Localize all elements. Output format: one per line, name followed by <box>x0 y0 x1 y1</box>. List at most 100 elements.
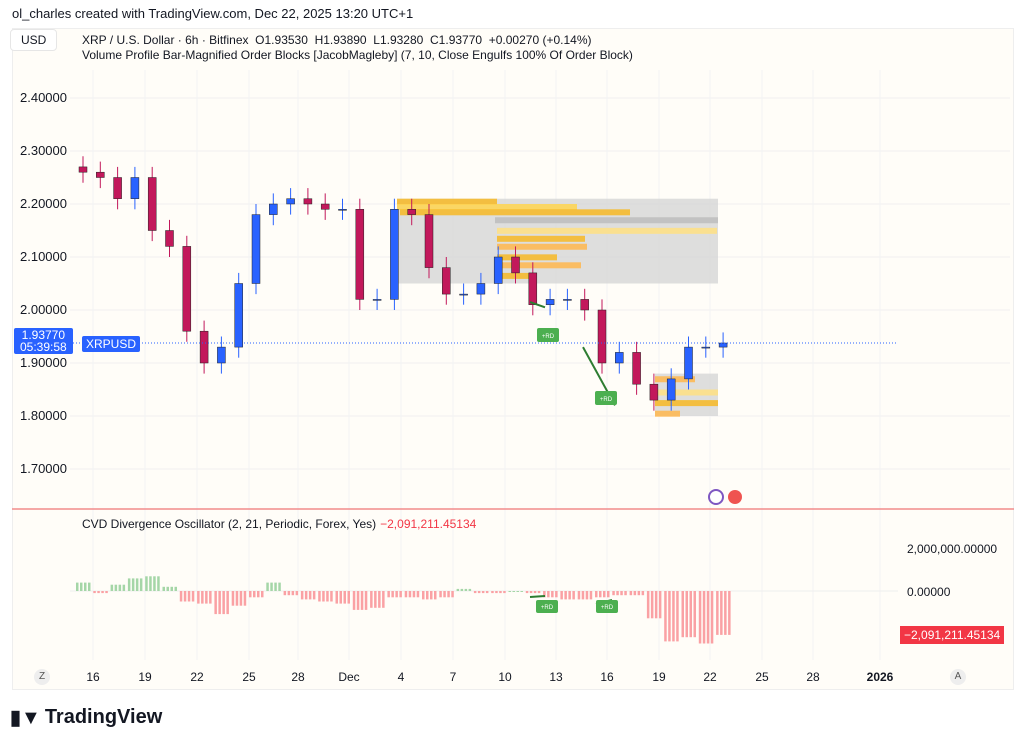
oscillator-bar <box>551 591 554 598</box>
time-axis-label: 16 <box>600 670 614 684</box>
oscillator-bar <box>516 591 519 592</box>
zoom-button[interactable]: Z <box>34 669 50 685</box>
oscillator-bar <box>153 576 156 591</box>
oscillator-bar <box>395 591 398 598</box>
chart-credit: ol_charles created with TradingView.com,… <box>12 6 414 21</box>
oscillator-bar <box>681 591 684 638</box>
candle-body <box>563 299 572 301</box>
oscillator-bar <box>218 591 221 615</box>
oscillator-bar <box>430 591 433 600</box>
oscillator-bar <box>174 586 177 591</box>
oscillator-bar <box>145 576 148 591</box>
chart-panel[interactable] <box>12 28 1014 690</box>
oscillator-bar <box>408 591 412 598</box>
currency-button[interactable]: USD <box>10 29 57 51</box>
price-axis-label: 2.40000 <box>20 90 67 105</box>
candle-body <box>286 198 295 205</box>
oscillator-bar <box>191 591 195 602</box>
oscillator-bar <box>139 578 143 591</box>
oscillator-bar <box>356 591 360 610</box>
candle-body <box>597 309 607 364</box>
oscillator-bar <box>481 591 485 594</box>
price-axis-label: 2.10000 <box>20 249 67 264</box>
oscillator-value-tag: −2,091,211.45134 <box>900 626 1005 644</box>
oscillator-bar <box>110 584 114 591</box>
price-axis-label: 2.00000 <box>20 302 67 317</box>
auto-scale-button[interactable]: A <box>950 669 966 685</box>
oscillator-bar <box>80 582 83 591</box>
symbol-title: XRP / U.S. Dollar · 6h · Bitfinex <box>82 33 249 47</box>
oscillator-bar <box>706 591 710 644</box>
oscillator-bar <box>689 591 692 638</box>
oscillator-bar <box>343 591 346 604</box>
oscillator-bar <box>266 582 269 591</box>
oscillator-bar <box>447 591 450 598</box>
oscillator-bar <box>616 591 619 596</box>
oscillator-bar <box>637 591 641 596</box>
oscillator-bar <box>439 591 442 598</box>
oscillator-bar <box>352 591 356 610</box>
osc-axis-label: 2,000,000.00000 <box>907 542 998 556</box>
oscillator-bar <box>698 591 702 644</box>
candle-body <box>96 171 105 178</box>
candle-body <box>684 346 693 380</box>
volume-profile-bar <box>397 198 497 205</box>
oscillator-bar <box>633 591 637 596</box>
oscillator-bar <box>560 591 563 600</box>
candle-body <box>632 352 641 385</box>
price-axis-label: 2.30000 <box>20 143 67 158</box>
oscillator-bar <box>257 591 260 598</box>
candle-body <box>476 283 486 295</box>
oscillator-bar <box>105 591 108 594</box>
oscillator-bar <box>300 591 304 600</box>
oscillator-bar <box>443 591 446 598</box>
oscillator-bar <box>170 586 173 591</box>
candle-body <box>424 214 434 268</box>
oscillator-bar <box>391 591 394 598</box>
oscillator-bar <box>222 591 225 615</box>
oscillator-bar <box>464 588 468 591</box>
indicator-legend[interactable]: Volume Profile Bar-Magnified Order Block… <box>82 48 633 62</box>
candle-body <box>165 230 174 247</box>
oscillator-bar <box>434 591 437 600</box>
oscillator-bar <box>253 591 256 598</box>
oscillator-bar <box>330 591 333 602</box>
oscillator-legend[interactable]: CVD Divergence Oscillator (2, 21, Period… <box>82 517 476 531</box>
oscillator-bar <box>114 584 118 591</box>
oscillator-bar <box>209 591 212 604</box>
time-axis-label: 22 <box>190 670 204 684</box>
oscillator-bar <box>339 591 342 604</box>
oscillator-bar <box>93 591 96 594</box>
oscillator-bar <box>179 591 183 602</box>
candle-body <box>493 256 503 284</box>
oscillator-bar <box>378 591 381 608</box>
oscillator-bar <box>127 578 131 591</box>
volume-profile-bar <box>497 243 587 250</box>
candle-body <box>355 209 365 300</box>
time-axis-label: 7 <box>449 670 457 684</box>
candle-body <box>182 246 192 332</box>
divergence-label: +RD <box>601 605 614 611</box>
oscillator-bar <box>720 591 723 635</box>
oscillator-bar <box>295 591 299 596</box>
oscillator-bar <box>97 591 100 594</box>
oscillator-bar <box>347 591 350 604</box>
candle-body <box>459 293 468 296</box>
oscillator-bar <box>543 591 546 598</box>
oscillator-bar <box>318 591 321 602</box>
price-axis-label: 2.20000 <box>20 196 67 211</box>
oscillator-bar <box>249 591 252 598</box>
oscillator-bar <box>312 591 316 600</box>
symbol-legend: XRP / U.S. Dollar · 6h · Bitfinex O1.935… <box>82 33 591 47</box>
oscillator-bar <box>533 591 537 594</box>
tradingview-logo[interactable]: ▮▼ TradingView <box>10 705 162 730</box>
divergence-label: +RD <box>600 397 613 403</box>
candle-body <box>545 299 555 305</box>
oscillator-bar <box>274 582 277 591</box>
oscillator-title: CVD Divergence Oscillator (2, 21, Period… <box>82 517 377 531</box>
divergence-label-box <box>537 328 559 342</box>
candle-body <box>130 177 140 199</box>
oscillator-bar <box>422 591 425 600</box>
oscillator-bar <box>118 584 122 591</box>
